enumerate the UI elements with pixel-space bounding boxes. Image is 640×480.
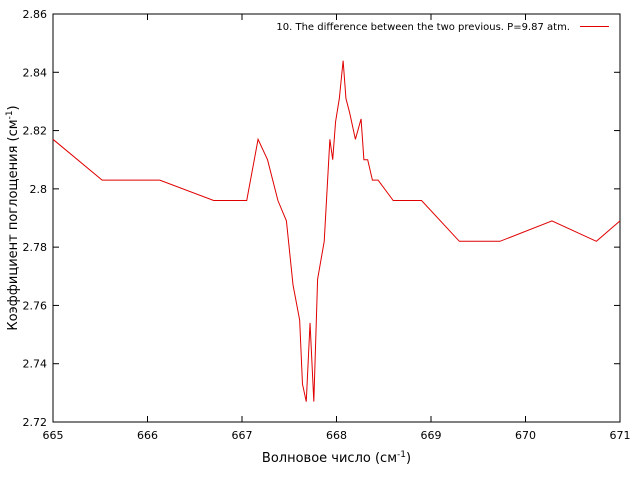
y-axis-title-main: Коэффициент поглощения (см bbox=[6, 119, 21, 330]
x-tick-label: 668 bbox=[326, 429, 347, 442]
plot-frame bbox=[52, 13, 621, 423]
x-axis-title: Волновое число (см-1) bbox=[262, 450, 411, 466]
x-tick-label: 670 bbox=[515, 429, 536, 442]
x-tick-label: 666 bbox=[137, 429, 158, 442]
x-axis-ticks: 665 666 667 668 669 670 671 bbox=[43, 14, 631, 442]
legend: 10. The difference between the two previ… bbox=[276, 22, 609, 33]
x-axis-title-main: Волновое число (см bbox=[262, 451, 397, 466]
x-tick-label: 669 bbox=[421, 429, 442, 442]
y-tick-label: 2.72 bbox=[23, 416, 48, 429]
y-tick-label: 2.76 bbox=[23, 299, 48, 312]
legend-label: 10. The difference between the two previ… bbox=[276, 22, 570, 33]
y-axis-title-sup: -1 bbox=[5, 110, 15, 119]
x-axis-title-sup: -1 bbox=[397, 450, 406, 460]
series-line bbox=[52, 60, 621, 402]
x-tick-label: 671 bbox=[610, 429, 631, 442]
x-tick-label: 667 bbox=[232, 429, 253, 442]
y-tick-label: 2.78 bbox=[23, 241, 48, 254]
y-tick-label: 2.74 bbox=[23, 358, 48, 371]
y-tick-label: 2.84 bbox=[23, 66, 48, 79]
y-axis-title: Коэффициент поглощения (см-1) bbox=[5, 105, 21, 330]
x-axis-title-close: ) bbox=[406, 451, 411, 466]
y-tick-label: 2.82 bbox=[23, 125, 48, 138]
y-tick-label: 2.8 bbox=[30, 183, 48, 196]
y-axis-title-close: ) bbox=[6, 105, 21, 110]
y-tick-label: 2.86 bbox=[23, 8, 48, 21]
y-axis-ticks: 2.72 2.74 2.76 2.78 2.8 2.82 2.84 2.86 bbox=[23, 8, 620, 429]
series-layer bbox=[52, 60, 621, 402]
x-tick-label: 665 bbox=[43, 429, 64, 442]
